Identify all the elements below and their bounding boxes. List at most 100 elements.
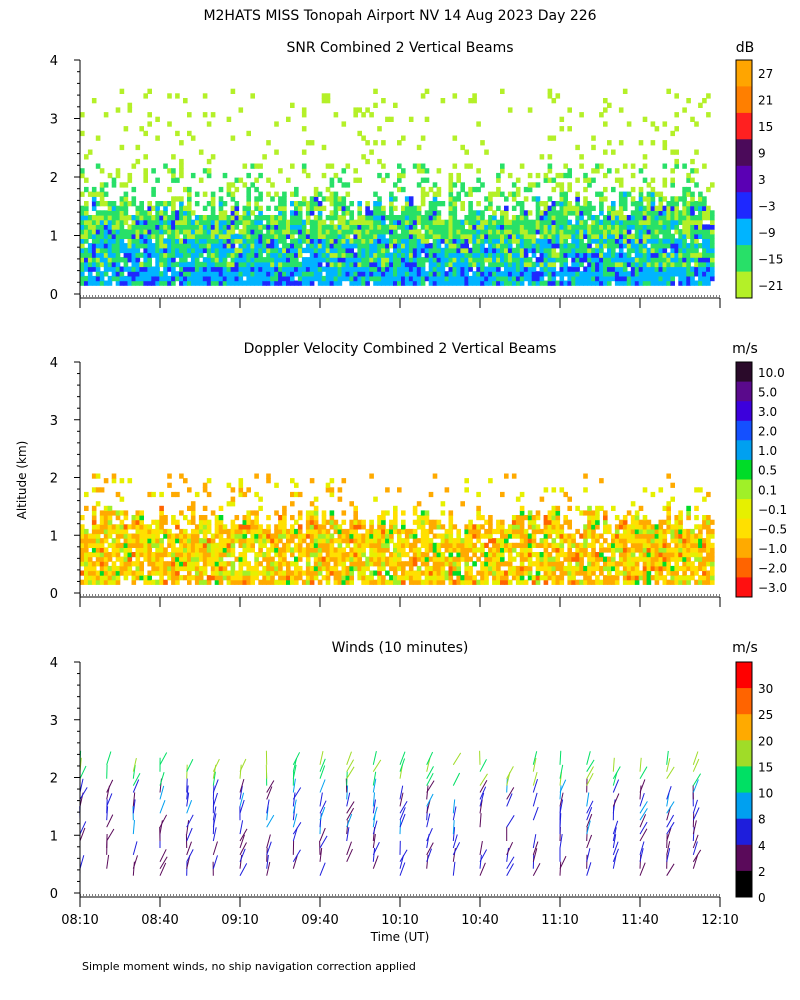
wind-barb [186,849,194,863]
panel-2: 0 1 2 3 4 10.0 5.0 3.0 2.0 1.0 0.5 0.1 −0.1 −0.5 −1.0 −… [50,356,787,607]
wind-barb [106,751,112,765]
wind-barb [426,827,433,842]
wind-barb [346,827,350,842]
colorbar-swatch [736,662,752,689]
wind-barb [346,841,352,856]
y-tick-label: 4 [50,54,58,69]
wind-barb [186,820,190,835]
wind-barb [319,765,326,779]
y-axis-label: Altitude (km) [15,441,29,520]
wind-barb [452,827,456,842]
wind-barb [639,801,648,814]
wind-barb [559,764,564,779]
wind-barb [666,821,675,835]
wind-barb [212,813,217,828]
wind-barb [452,806,457,821]
colorbar-swatch [736,577,752,598]
wind-barb [266,814,275,828]
wind-barb [319,806,326,821]
wind-barb [372,806,378,821]
wind-barb [692,799,698,814]
wind-barb [266,799,270,814]
wind-barb [266,834,271,849]
wind-barb [532,841,539,856]
page-title: M2HATS MISS Tonopah Airport NV 14 Aug 20… [203,8,596,24]
colorbar-swatch [736,870,752,898]
wind-barb [479,759,487,772]
wind-barb [559,779,567,793]
panel2-unit: m/s [732,341,758,357]
wind-barb [426,785,429,800]
wind-barb [132,841,138,856]
wind-barb [159,862,167,876]
wind-barb [692,855,698,869]
panel1-unit: dB [736,40,755,56]
x-tick-label: 10:10 [381,913,418,928]
colorbar-label: 3.0 [758,405,777,419]
wind-barb [106,854,110,869]
wind-barb [346,751,352,765]
colorbar-swatch [736,245,752,272]
colorbar-swatch [736,362,752,383]
colorbar-swatch [736,792,752,820]
wind-barb [692,834,699,849]
y-tick-label: 1 [50,529,58,544]
wind-barb [559,855,567,869]
wind-barb [612,771,618,786]
wind-barb [212,827,217,842]
wind-barb [239,778,245,793]
wind-barb [319,779,326,793]
colorbar-label: 0.1 [758,483,777,497]
wind-barb [612,848,619,862]
wind-barb [372,847,376,862]
wind-barb [639,792,645,807]
wind-barb [239,785,243,800]
wind-barb [666,847,671,862]
wind-barb [372,855,379,869]
wind-barb [506,815,515,828]
wind-barb [452,752,462,766]
wind-barb [159,785,165,800]
wind-barb [132,820,135,835]
colorbar-label: 21 [758,94,773,108]
wind-barb [346,801,355,814]
wind-barb [479,813,482,828]
wind-barb [612,820,619,835]
wind-barb [426,772,434,786]
colorbar-frame [735,361,753,598]
y-tick-label: 1 [50,829,58,844]
colorbar-label: 27 [758,67,773,81]
wind-barb [586,834,593,849]
footnote: Simple moment winds, no ship navigation … [82,960,416,973]
colorbar-swatch [736,271,752,299]
wind-barb [186,778,188,793]
wind-barb [426,793,434,807]
wind-barb [132,799,136,814]
wind-barb [452,834,458,849]
wind-barb [639,779,646,793]
wind-barb [292,813,298,828]
wind-barb [79,821,87,835]
panel3-unit: m/s [732,640,758,656]
y-tick-label: 1 [50,230,58,245]
colorbar-swatch [736,86,752,114]
colorbar-swatch [736,766,752,793]
wind-barb [292,799,297,814]
colorbar-label: 1.0 [758,444,777,458]
x-axis-label: Time (UT) [370,930,430,944]
wind-barb [399,813,406,828]
wind-barb [319,792,323,807]
colorbar-swatch [736,818,752,846]
wind-barb [212,806,217,821]
wind-barb [452,772,461,786]
wind-barb [399,785,404,800]
wind-barb [666,814,675,828]
panel-3: 0 1 2 3 4 08:10 08:40 09:10 09:40 10:10 10:40 11:10… [50,656,774,928]
wind-barb [586,862,592,876]
colorbar-swatch [736,844,752,872]
x-tick-label: 11:40 [621,913,658,928]
wind-barb [106,793,113,807]
wind-barb [399,849,408,863]
wind-barb [132,779,140,793]
